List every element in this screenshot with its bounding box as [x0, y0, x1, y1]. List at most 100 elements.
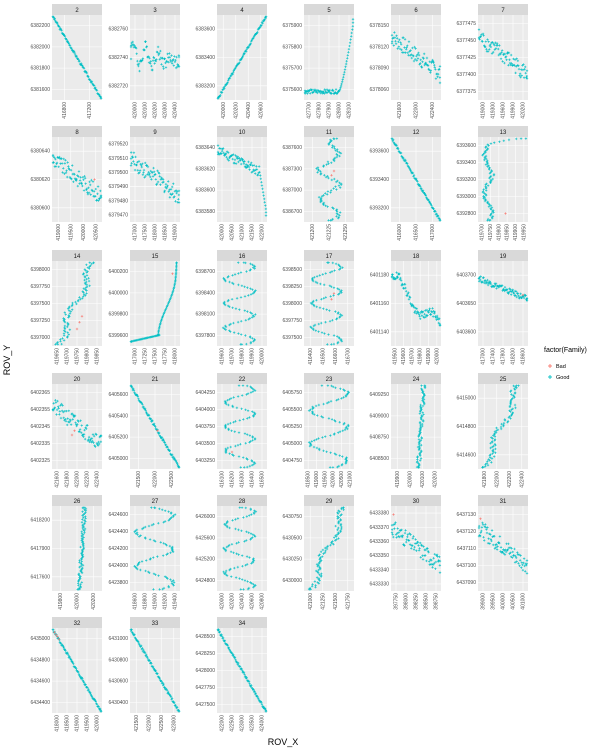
data-point-good	[52, 16, 55, 19]
x-tick-label: 427800	[317, 102, 323, 119]
data-point-good	[168, 56, 172, 59]
y-tick-label: 6433360	[370, 539, 390, 545]
x-tick-label: 422500	[230, 715, 236, 732]
data-point-good	[229, 74, 233, 77]
y-tick-label: 6402355	[31, 407, 51, 413]
data-point-good	[56, 22, 59, 26]
x-tick-label: 399000	[481, 593, 487, 610]
y-tick-label: 6402325	[31, 458, 51, 464]
y-tick-label: 6375600	[283, 87, 303, 93]
data-point-good	[141, 58, 144, 62]
x-tick-label: 416000	[397, 224, 403, 241]
x-tick-label: 417800	[501, 348, 507, 365]
x-tick-label: 418000	[173, 348, 179, 365]
facet-strip-label: 31	[500, 499, 507, 505]
x-tick-label: 416300	[240, 471, 246, 488]
panel-background	[391, 384, 441, 469]
facet-panel-27: 27 6424600 6424400 6424200 6424000 6423800 418…	[109, 495, 180, 610]
facet-strip-label: 24	[413, 377, 420, 383]
data-point-good	[172, 58, 175, 61]
data-point-good	[223, 85, 227, 88]
x-tick-label: 422500	[169, 471, 175, 488]
y-tick-label: 6417900	[31, 546, 51, 552]
y-tick-label: 6430250	[283, 557, 303, 563]
x-tick-label: 420300	[163, 102, 169, 119]
x-tick-label: 423000	[171, 715, 177, 732]
data-point-good	[156, 51, 159, 54]
y-tick-label: 6400200	[109, 269, 129, 275]
x-tick-label: 420000	[260, 348, 266, 365]
x-tick-label: 417400	[491, 348, 497, 365]
x-tick-label: 398250	[414, 593, 420, 610]
data-point-good	[152, 56, 156, 60]
data-point-good	[131, 43, 134, 47]
data-point-good	[159, 49, 162, 53]
y-tick-label: 6379490	[109, 184, 129, 190]
x-tick-label: 419950	[521, 224, 527, 241]
facet-panel-32: 32 6435000 6434800 6434600 6434400 418000 4185…	[31, 617, 103, 732]
x-tick-label: 398500	[424, 593, 430, 610]
x-tick-label: 422200	[85, 471, 91, 488]
data-point-good	[155, 58, 158, 61]
x-tick-label: 400500	[511, 593, 517, 610]
data-point-good	[90, 80, 94, 83]
data-point-good	[145, 45, 149, 48]
y-tick-label: 6409000	[370, 413, 390, 419]
x-tick-label: 420000	[407, 471, 413, 488]
y-tick-label: 6424600	[109, 512, 129, 518]
x-tick-label: 419650	[55, 348, 61, 365]
data-point-good	[231, 72, 234, 76]
y-tick-label: 6433350	[370, 553, 390, 559]
y-tick-label: 6405750	[283, 390, 303, 396]
facet-strip-label: 18	[413, 254, 420, 260]
x-tick-label: 420200	[153, 102, 159, 119]
x-tick-label: 421600	[397, 102, 403, 119]
y-tick-label: 6375700	[283, 66, 303, 72]
facet-strip-label: 21	[152, 377, 159, 383]
x-tick-label: 418600	[133, 593, 139, 610]
x-tick-label: 427700	[307, 102, 313, 119]
data-point-good	[172, 64, 176, 67]
facet-strip	[217, 4, 267, 15]
data-point-good	[94, 86, 97, 89]
y-tick-label: 6397750	[283, 318, 303, 324]
x-tick-label: 416600	[333, 348, 339, 365]
data-point-good	[92, 84, 96, 87]
x-tick-label: 420000	[331, 471, 337, 488]
y-tick-label: 6379480	[109, 198, 129, 204]
y-tick-label: 6414800	[457, 424, 477, 430]
facet-strip-label: 34	[239, 621, 246, 627]
data-point-good	[55, 21, 59, 24]
legend-title: factor(Family)	[544, 347, 587, 354]
facet-strip-label: 17	[326, 254, 333, 260]
x-tick-label: 420600	[258, 102, 264, 119]
x-tick-label: 419700	[480, 224, 486, 241]
x-tick-label: 422000	[414, 102, 420, 119]
y-tick-label: 6404000	[196, 407, 216, 413]
data-point-good	[238, 61, 241, 64]
facet-panel-12: 12 6393600 6393400 6393200 416000 416500 41700…	[370, 126, 442, 241]
y-tick-label: 6379470	[109, 212, 129, 218]
x-tick-label: 420000	[434, 348, 440, 365]
data-point-good	[168, 52, 171, 55]
data-point-good	[156, 45, 160, 49]
x-tick-label: 416200	[230, 471, 236, 488]
y-tick-label: 6433380	[370, 511, 390, 517]
data-point-good	[89, 78, 92, 82]
facet-panel-31: 31 6437130 6437120 6437110 6437100 6437090 399…	[457, 495, 529, 610]
y-tick-label: 6401140	[370, 329, 389, 335]
x-tick-label: 418800	[143, 593, 149, 610]
x-tick-label: 419850	[505, 224, 511, 241]
x-tick-label: 417750	[163, 348, 169, 365]
data-point-good	[85, 71, 89, 75]
facet-panel-26: 26 6418200 6417900 6417600 419800 420000 42020…	[31, 495, 102, 610]
y-tick-label: 6424400	[109, 529, 129, 535]
x-tick-label: 421800	[65, 471, 71, 488]
y-tick-label: 6402335	[31, 441, 51, 447]
facet-strip-label: 23	[326, 377, 333, 383]
data-point-good	[177, 65, 181, 68]
x-tick-label: 416800	[62, 102, 68, 119]
data-point-good	[232, 70, 235, 74]
facet-strip-label: 15	[152, 254, 159, 260]
